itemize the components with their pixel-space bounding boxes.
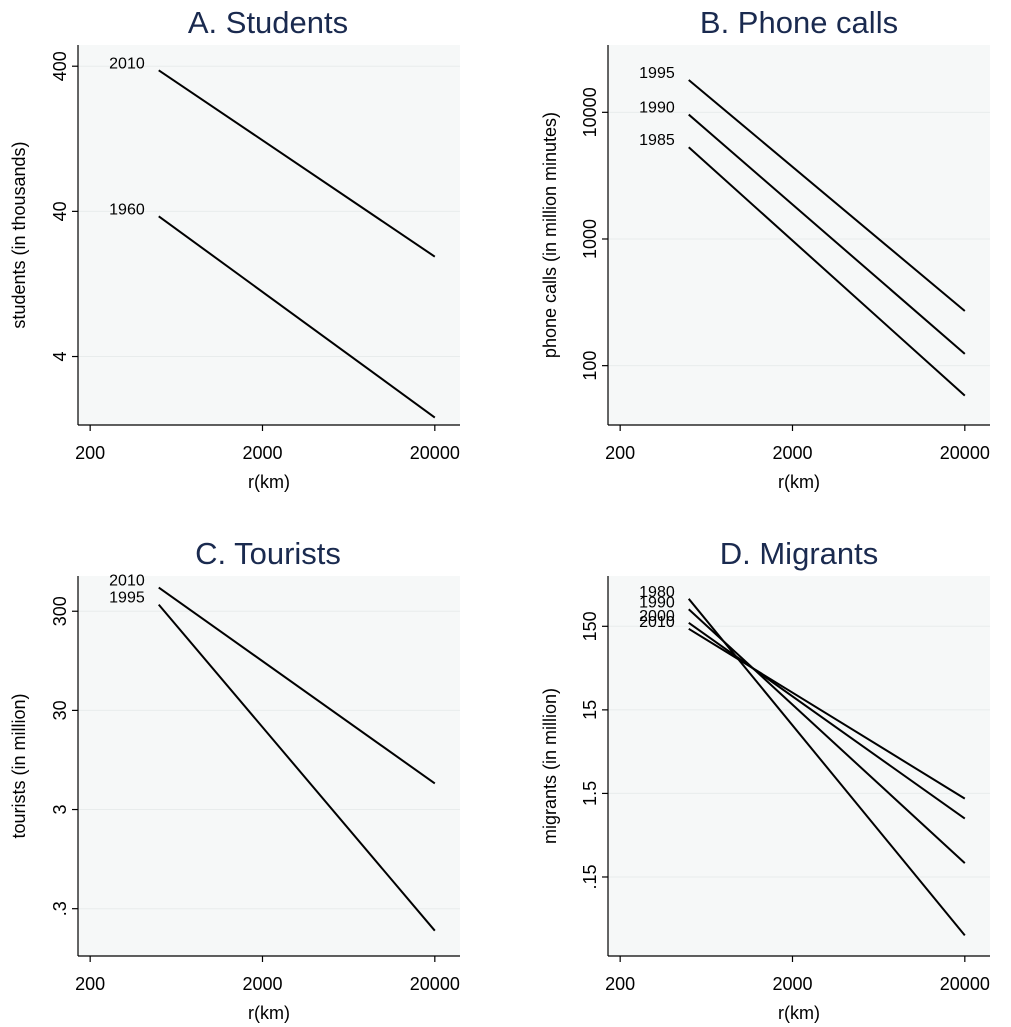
series-line-1985 — [688, 146, 966, 397]
series-line-2010 — [688, 627, 966, 800]
y-axis-label: phone calls (in million minutes) — [540, 112, 560, 358]
y-tick-label: 1.5 — [580, 781, 600, 806]
x-axis-label: r(km) — [778, 1003, 820, 1023]
y-axis-label: students (in thousands) — [9, 141, 29, 328]
panel-2: 100 1000 10000 200 2000 20000 1995 1990 1985 B. P… — [540, 5, 990, 492]
y-tick-label: 15 — [580, 700, 600, 720]
series-label-1990: 1990 — [639, 594, 675, 611]
series-label-1990: 1990 — [639, 100, 675, 117]
y-axis-label: tourists (in million) — [9, 693, 29, 838]
x-tick-label: 2000 — [242, 443, 282, 463]
x-axis-label: r(km) — [778, 472, 820, 492]
series-line-2000 — [688, 622, 966, 820]
x-axis-label: r(km) — [248, 1003, 290, 1023]
series-label-2010: 2010 — [109, 573, 145, 590]
y-tick-label: .3 — [50, 901, 70, 916]
x-tick-label: 200 — [605, 443, 635, 463]
series-line-1995 — [157, 603, 436, 932]
series-line-1990 — [688, 113, 966, 355]
y-tick-label: .15 — [580, 864, 600, 889]
y-tick-label: 1000 — [580, 219, 600, 259]
x-tick-label: 20000 — [410, 443, 460, 463]
plot-area — [78, 576, 460, 956]
x-tick-label: 2000 — [772, 443, 812, 463]
x-tick-label: 20000 — [940, 443, 990, 463]
chart-title: C. Tourists — [195, 536, 341, 571]
y-tick-label: 3 — [50, 805, 70, 815]
y-tick-label: 40 — [50, 201, 70, 221]
x-tick-label: 200 — [75, 443, 105, 463]
series-label-1985: 1985 — [639, 132, 675, 149]
series-label-1980: 1980 — [639, 584, 675, 601]
x-tick-label: 20000 — [410, 974, 460, 994]
x-tick-label: 2000 — [772, 974, 812, 994]
x-axis-label: r(km) — [248, 472, 290, 492]
x-tick-label: 2000 — [242, 974, 282, 994]
y-tick-label: 4 — [50, 352, 70, 362]
series-line-2010 — [158, 69, 436, 258]
x-tick-label: 200 — [75, 974, 105, 994]
x-tick-label: 20000 — [940, 974, 990, 994]
series-label-2010: 2010 — [109, 55, 145, 72]
y-tick-label: 10000 — [580, 87, 600, 137]
series-line-2010 — [158, 586, 436, 785]
y-tick-label: 100 — [580, 351, 600, 381]
series-line-1995 — [688, 79, 966, 312]
series-line-1990 — [688, 608, 966, 864]
series-label-1995: 1995 — [109, 590, 145, 607]
y-tick-label: 300 — [50, 596, 70, 626]
chart-title: B. Phone calls — [700, 5, 898, 40]
series-label-2010: 2010 — [639, 614, 675, 631]
y-tick-label: 400 — [50, 51, 70, 81]
y-tick-label: 30 — [50, 700, 70, 720]
plot-area — [78, 45, 460, 425]
panel-1: 4 40 400 200 2000 20000 2010 1960 A. Students r(k… — [9, 5, 460, 492]
series-line-1960 — [158, 215, 436, 419]
chart-title: A. Students — [188, 5, 348, 40]
chart-title: D. Migrants — [720, 536, 878, 571]
series-label-2000: 2000 — [639, 608, 675, 625]
y-axis-label: migrants (in million) — [540, 688, 560, 844]
series-label-1995: 1995 — [639, 65, 675, 82]
x-tick-label: 200 — [605, 974, 635, 994]
series-label-1960: 1960 — [109, 201, 145, 218]
y-tick-label: 150 — [580, 611, 600, 641]
plot-area — [608, 576, 990, 956]
